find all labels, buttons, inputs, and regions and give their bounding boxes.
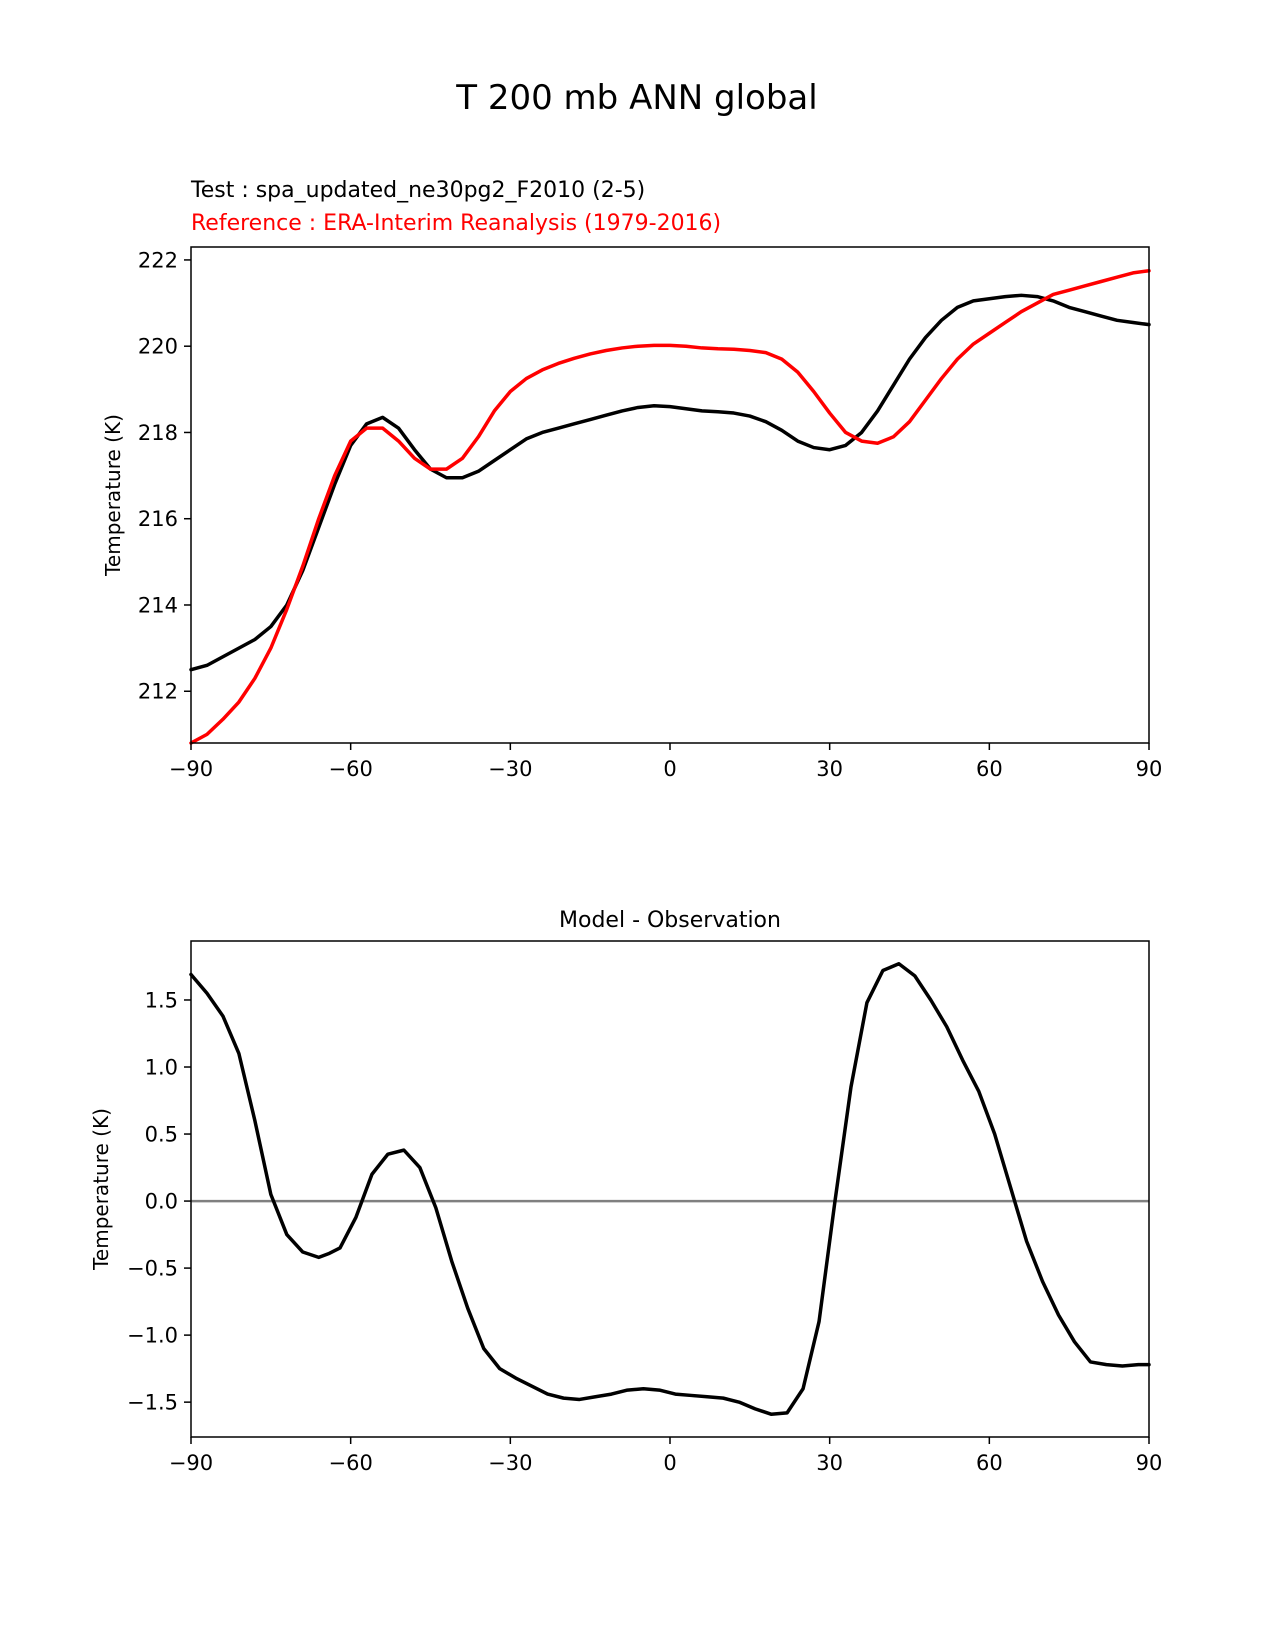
x-tick-label: 60 bbox=[976, 1451, 1003, 1475]
series-line-reference bbox=[189, 268, 1151, 745]
test-title: Test : spa_updated_ne30pg2_F2010 (2-5) bbox=[190, 178, 645, 203]
axes-frame bbox=[190, 940, 1150, 1438]
x-tick-label: −30 bbox=[488, 757, 532, 781]
x-tick-label: 30 bbox=[816, 757, 843, 781]
x-tick-label: −90 bbox=[169, 757, 213, 781]
x-tick-label: 0 bbox=[663, 757, 676, 781]
x-tick-label: −90 bbox=[169, 1451, 213, 1475]
y-tick-label: 216 bbox=[138, 507, 178, 531]
y-tick-label: 212 bbox=[138, 680, 178, 704]
y-tick-label: −0.5 bbox=[127, 1257, 178, 1281]
y-axis-label: Temperature (K) bbox=[89, 1108, 113, 1271]
top-panel: −90 −60 −30 0 30 60 90 212 214 216 218 220 222 Temper… bbox=[101, 246, 1163, 781]
difference-title: Model - Observation bbox=[559, 908, 781, 933]
y-tick-label: 0.5 bbox=[145, 1123, 178, 1147]
y-tick-label: 0.0 bbox=[145, 1190, 178, 1214]
figure-title: T 200 mb ANN global bbox=[455, 78, 817, 118]
x-tick-label: −60 bbox=[329, 757, 373, 781]
x-tick-label: 60 bbox=[976, 757, 1003, 781]
y-axis-label: Temperature (K) bbox=[101, 414, 125, 577]
x-tick-label: 0 bbox=[663, 1451, 676, 1475]
y-tick-label: 222 bbox=[138, 248, 178, 272]
reference-title: Reference : ERA-Interim Reanalysis (1979… bbox=[191, 211, 721, 236]
y-tick-label: 218 bbox=[138, 421, 178, 445]
y-tick-label: 1.5 bbox=[145, 988, 178, 1012]
y-tick-label: 220 bbox=[138, 335, 178, 359]
y-tick-label: −1.5 bbox=[127, 1391, 178, 1415]
x-tick-label: −60 bbox=[329, 1451, 373, 1475]
bottom-panel: −90 −60 −30 0 30 60 90 −1.5 −1.0 −0.5 0.0 0.5 1.0 1.5… bbox=[89, 940, 1163, 1475]
x-tick-label: 90 bbox=[1136, 1451, 1163, 1475]
y-tick-label: 1.0 bbox=[145, 1056, 178, 1080]
y-tick-label: 214 bbox=[138, 593, 178, 617]
x-tick-label: 30 bbox=[816, 1451, 843, 1475]
series-line-model-observation bbox=[189, 962, 1151, 1416]
x-tick-label: −30 bbox=[488, 1451, 532, 1475]
y-tick-label: −1.0 bbox=[127, 1324, 178, 1348]
series-line-test bbox=[189, 293, 1151, 672]
x-tick-label: 90 bbox=[1136, 757, 1163, 781]
